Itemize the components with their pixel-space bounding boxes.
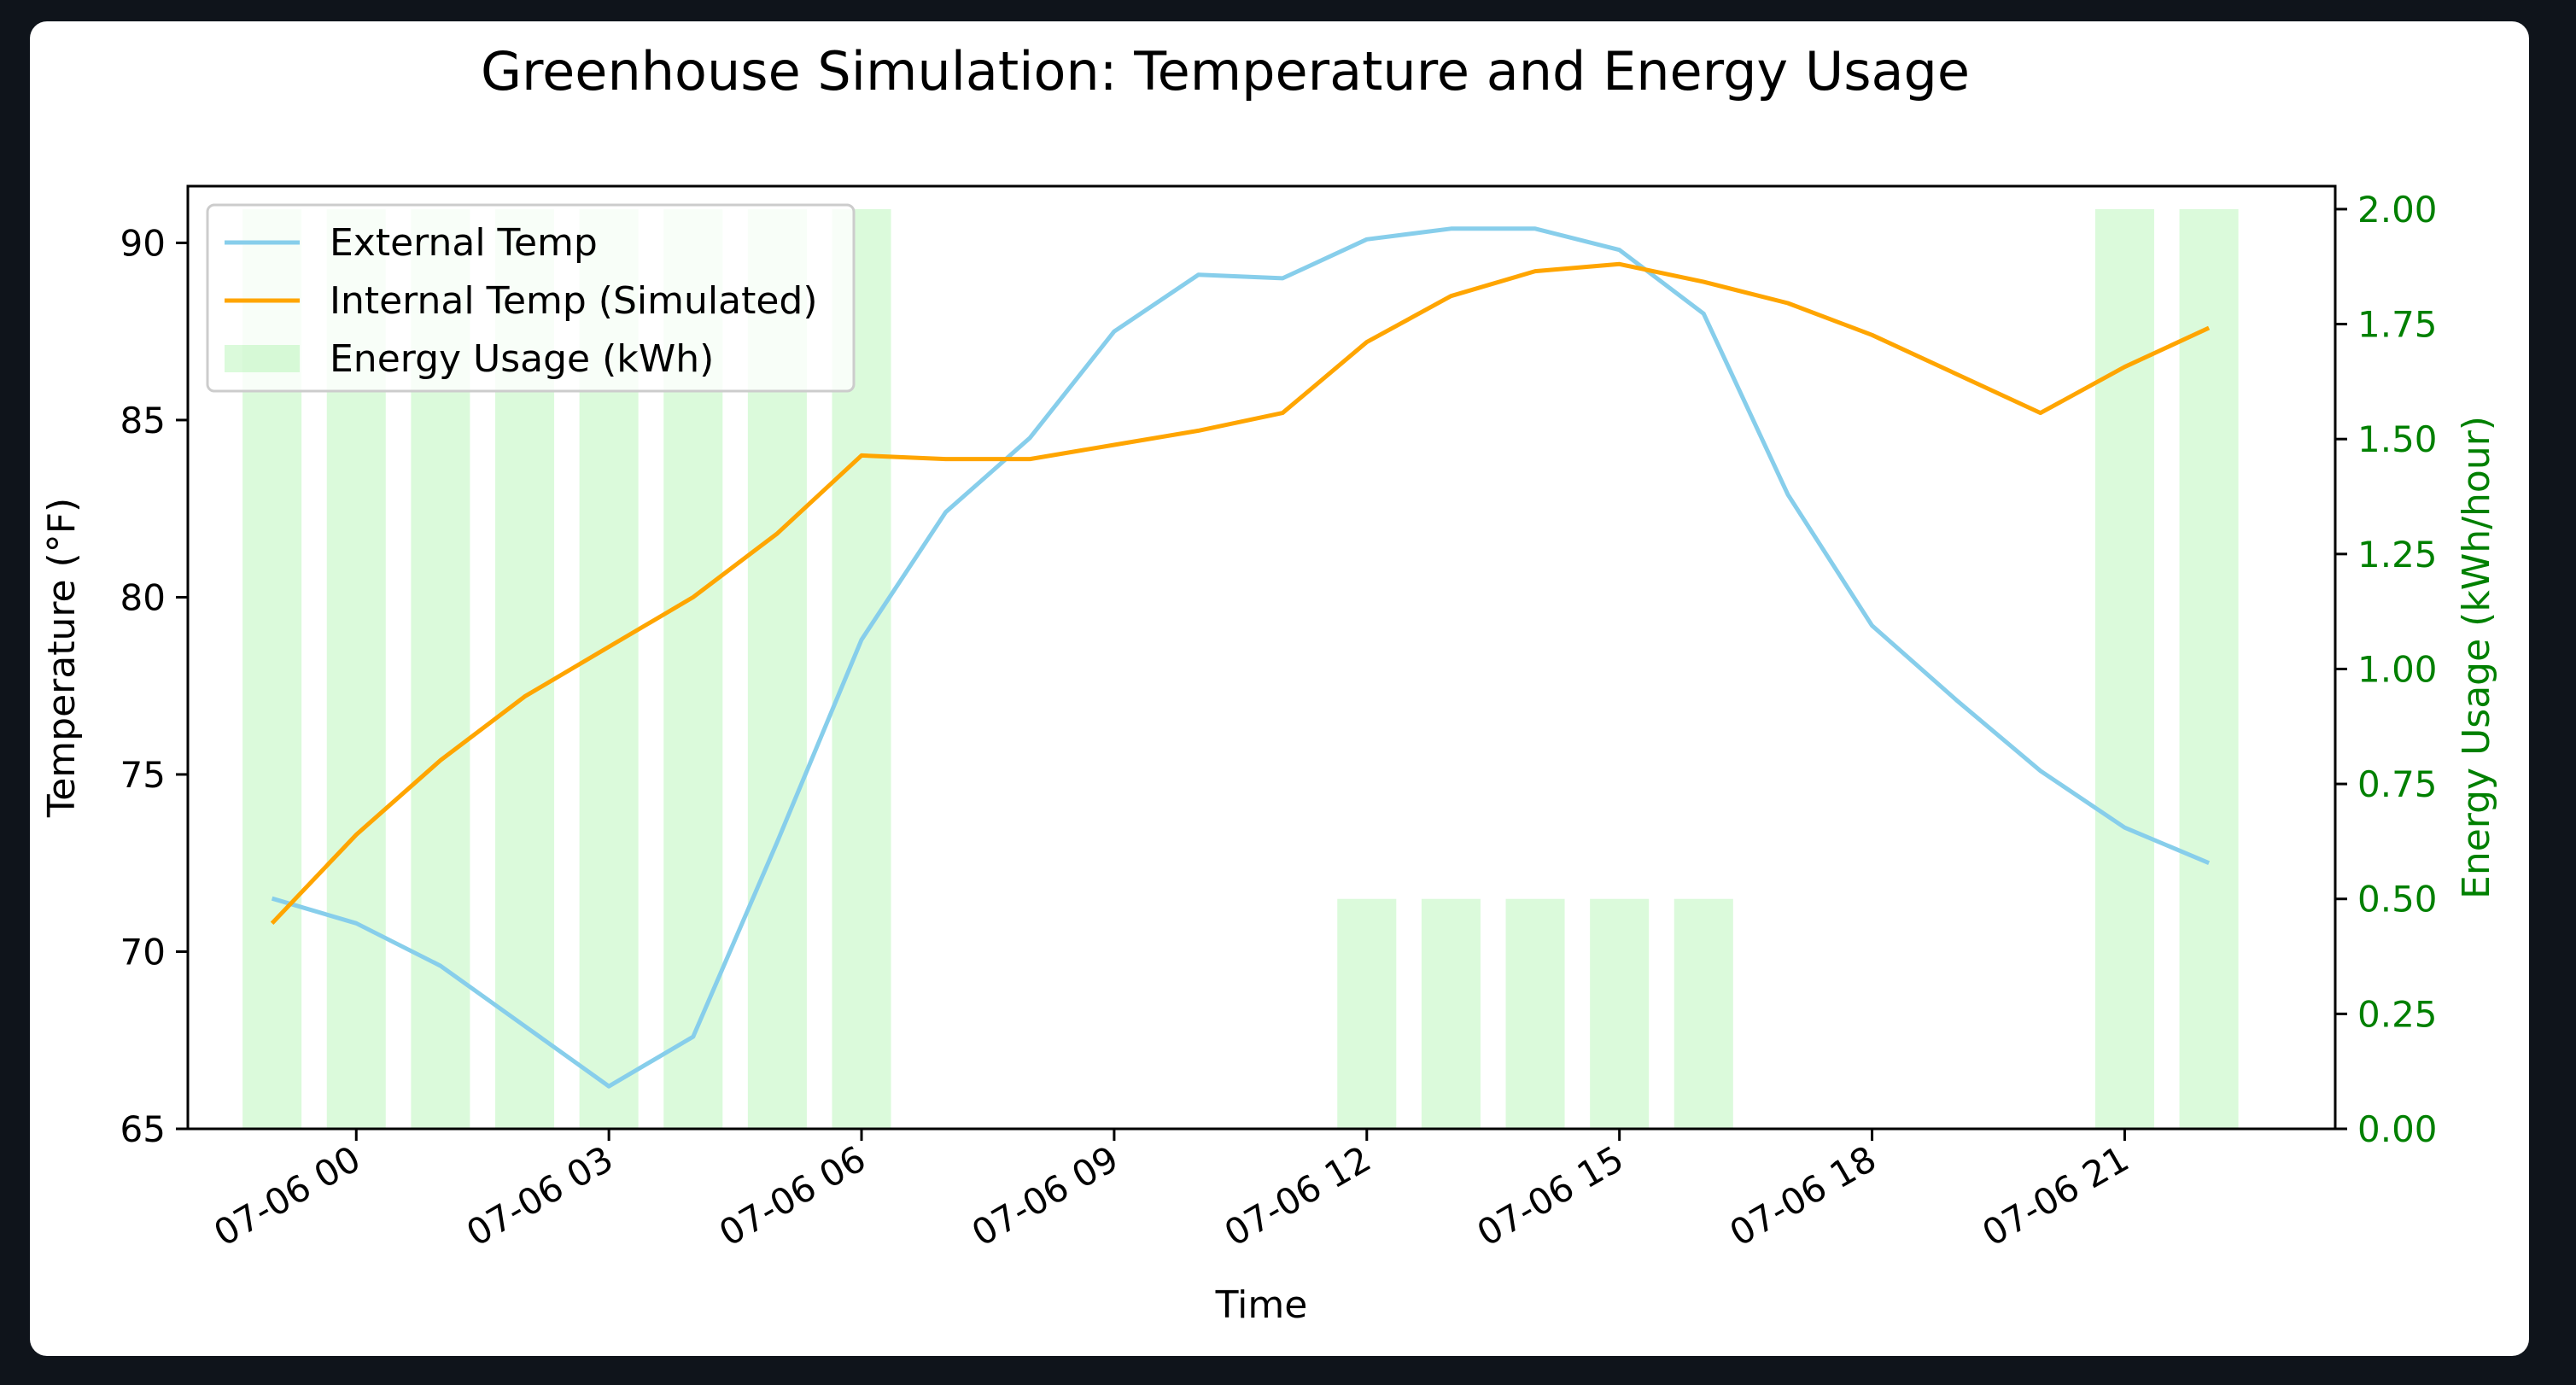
energy-bar [1674,898,1733,1129]
legend-label: Energy Usage (kWh) [330,337,714,381]
energy-bar [2094,208,2154,1129]
y-tick-label: 80 [120,576,166,618]
y2-tick-label: 1.75 [2357,304,2438,346]
x-axis-label: Time [1215,1283,1308,1327]
y2-tick-label: 1.00 [2357,648,2438,690]
right-y-axis: 0.00 0.25 0.50 0.75 1.00 1.25 1.50 1.75 2.00 [2335,189,2438,1150]
y-tick-label: 75 [120,754,166,796]
plot-frame [186,184,2337,1131]
energy-bar [1505,898,1565,1129]
energy-bar [1590,898,1650,1129]
y2-tick-label: 0.25 [2357,993,2438,1035]
y-tick-label: 85 [120,400,166,441]
chart-card: Greenhouse Simulation: Temperature and E… [30,21,2529,1356]
legend: External Temp Internal Temp (Simulated) En… [206,203,856,393]
legend-box [206,203,856,393]
legend-label: External Temp [330,221,598,265]
y2-tick-label: 2.00 [2357,189,2438,231]
left-y-axis: 65 70 75 80 85 90 [120,222,188,1150]
y2-tick-label: 1.25 [2357,534,2438,576]
chart-title: Greenhouse Simulation: Temperature and E… [481,40,1970,102]
y2-tick-label: 1.50 [2357,418,2438,460]
x-tick-label: 07-06 18 [1723,1137,1884,1254]
x-tick-label: 07-06 00 [207,1137,367,1254]
x-tick-label: 07-06 06 [712,1137,873,1254]
y2-axis-label: Energy Usage (kWh/hour) [2455,416,2498,899]
x-tick-label: 07-06 12 [1218,1137,1378,1254]
y2-tick-label: 0.75 [2357,763,2438,805]
y-tick-label: 90 [120,222,166,264]
x-tick-label: 07-06 09 [965,1137,1125,1254]
energy-bar [2179,208,2239,1129]
x-tick-label: 07-06 21 [1975,1137,2135,1254]
y2-tick-label: 0.00 [2357,1108,2438,1150]
energy-bar [1421,898,1481,1129]
internal-temp-line [270,261,2211,926]
chart: Greenhouse Simulation: Temperature and E… [40,40,2498,1327]
y2-tick-label: 0.50 [2357,879,2438,920]
temperature-lines [270,226,2211,1089]
x-tick-label: 07-06 15 [1470,1137,1631,1254]
external-temp-line [271,226,2211,1089]
x-tick-label: 07-06 03 [459,1137,620,1254]
y-tick-label: 70 [120,931,166,973]
legend-swatch [225,345,300,372]
y-axis-label: Temperature (°F) [40,498,84,818]
legend-label: Internal Temp (Simulated) [330,279,817,323]
y-tick-label: 65 [120,1108,166,1150]
x-axis: 07-06 00 07-06 03 07-06 06 07-06 09 07-06 12… [207,1129,2135,1254]
energy-bar [1337,898,1397,1129]
